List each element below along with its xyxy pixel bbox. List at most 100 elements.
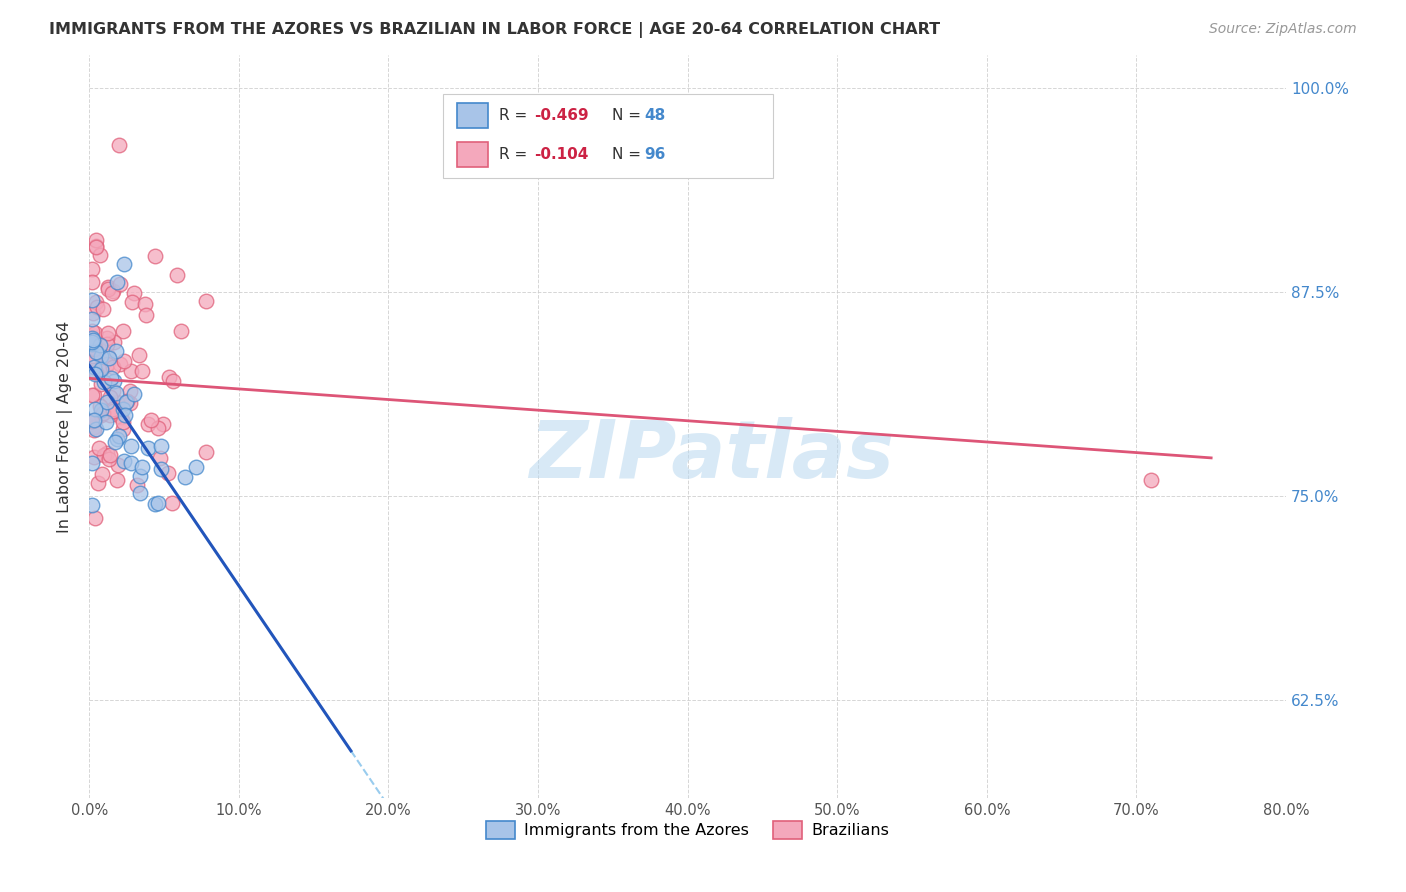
Point [103, 374, 125, 388]
Text: R =: R = [499, 109, 533, 123]
Point [184, 460, 207, 475]
Point [84, 295, 107, 310]
Point [93, 448, 115, 462]
Text: N =: N = [612, 147, 645, 161]
Point [107, 458, 129, 473]
Point [83, 450, 105, 464]
Text: 96: 96 [644, 147, 665, 161]
Point [105, 344, 128, 359]
Point [105, 432, 128, 446]
Point [82, 275, 104, 289]
Point [111, 401, 134, 416]
Point [150, 461, 173, 475]
Text: ZIPatlas: ZIPatlas [529, 417, 894, 495]
Point [83, 367, 105, 381]
Point [89, 248, 111, 262]
Point [129, 486, 152, 500]
Point [104, 386, 127, 401]
Point [157, 369, 180, 384]
Point [86, 239, 108, 253]
Point [90, 409, 112, 423]
Point [83, 413, 105, 427]
Point [104, 434, 127, 449]
Point [150, 439, 173, 453]
Point [86, 475, 108, 490]
Point [82, 334, 104, 348]
Point [82, 330, 104, 344]
Point [194, 293, 217, 308]
Point [82, 414, 104, 428]
Point [120, 364, 142, 378]
Point [112, 454, 135, 468]
Point [83, 402, 105, 417]
Point [100, 370, 122, 384]
Point [101, 402, 124, 417]
Point [82, 349, 104, 363]
Text: -0.469: -0.469 [534, 109, 589, 123]
Point [83, 341, 105, 355]
Point [83, 511, 105, 525]
Point [83, 388, 105, 402]
Point [121, 294, 143, 309]
Point [84, 233, 107, 247]
Text: IMMIGRANTS FROM THE AZORES VS BRAZILIAN IN LABOR FORCE | AGE 20-64 CORRELATION C: IMMIGRANTS FROM THE AZORES VS BRAZILIAN … [49, 22, 941, 38]
Point [108, 277, 131, 291]
Point [86, 300, 108, 314]
Point [84, 367, 107, 381]
Point [82, 337, 104, 351]
Point [174, 470, 197, 484]
Point [135, 308, 157, 322]
Point [129, 469, 152, 483]
Point [170, 324, 193, 338]
Point [91, 467, 114, 482]
Point [160, 496, 183, 510]
Point [82, 261, 104, 276]
Point [83, 342, 105, 356]
Point [94, 415, 117, 429]
Point [96, 337, 118, 351]
Point [82, 325, 104, 339]
Y-axis label: In Labor Force | Age 20-64: In Labor Force | Age 20-64 [58, 320, 73, 533]
Point [97, 280, 120, 294]
Point [105, 395, 128, 409]
Point [89, 441, 111, 455]
Point [90, 362, 112, 376]
Point [112, 257, 135, 271]
Point [83, 352, 105, 367]
Point [115, 394, 138, 409]
Point [96, 395, 118, 409]
Text: Source: ZipAtlas.com: Source: ZipAtlas.com [1209, 22, 1357, 37]
Point [112, 422, 135, 436]
Point [103, 360, 125, 375]
Point [96, 358, 118, 372]
Point [90, 349, 112, 363]
Point [166, 268, 188, 282]
Point [91, 406, 114, 420]
Point [131, 364, 153, 378]
Point [148, 496, 170, 510]
Point [108, 429, 131, 443]
Point [98, 452, 121, 467]
Point [122, 387, 145, 401]
Point [143, 497, 166, 511]
Point [110, 357, 132, 371]
Text: 48: 48 [644, 109, 665, 123]
Point [111, 324, 134, 338]
Text: N =: N = [612, 109, 645, 123]
Point [107, 473, 129, 487]
Point [105, 275, 128, 289]
Point [98, 448, 121, 462]
Point [103, 334, 125, 349]
Point [98, 390, 121, 404]
Point [90, 364, 112, 378]
Point [110, 409, 132, 424]
Point [115, 395, 138, 409]
Point [128, 348, 150, 362]
Point [162, 374, 184, 388]
Point [97, 282, 120, 296]
Point [96, 446, 118, 460]
Point [84, 413, 107, 427]
Point [112, 354, 135, 368]
Point [120, 396, 142, 410]
Point [156, 466, 179, 480]
